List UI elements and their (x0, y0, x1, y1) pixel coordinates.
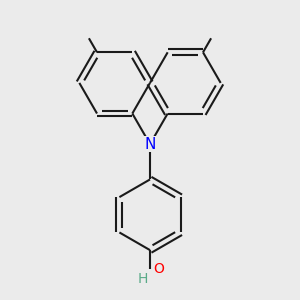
Text: H: H (137, 272, 148, 286)
Text: O: O (154, 262, 164, 276)
Text: N: N (144, 136, 156, 152)
